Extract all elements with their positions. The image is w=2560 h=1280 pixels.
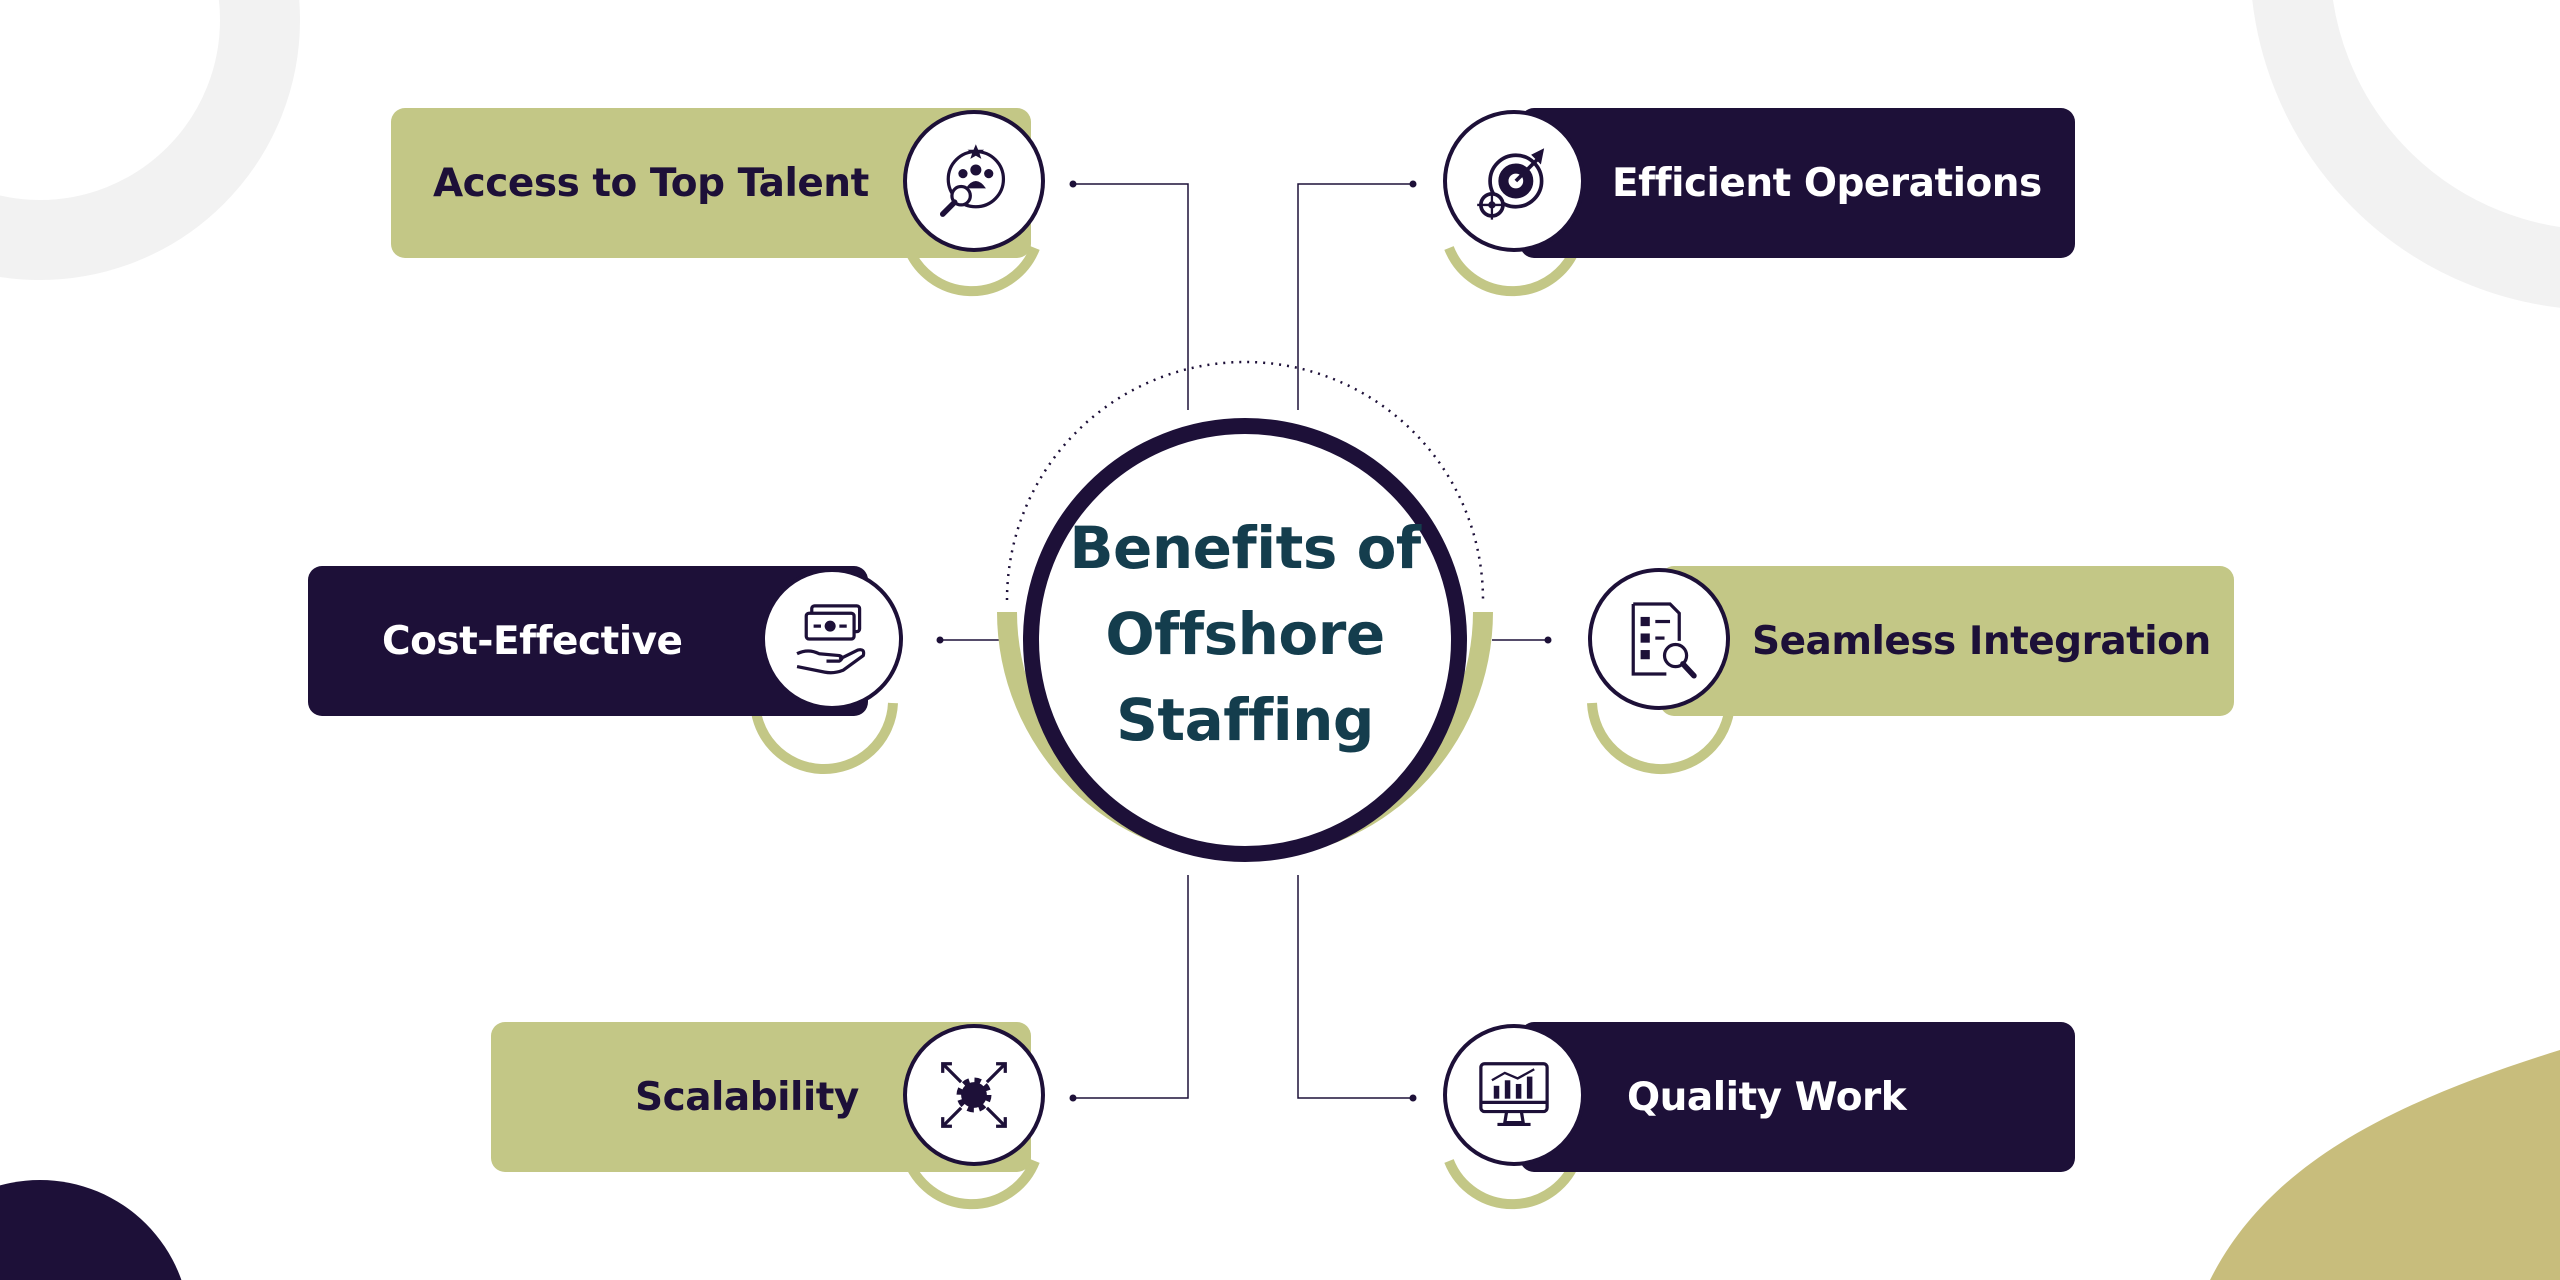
benefit-pill-seamless-integration: Seamless Integration bbox=[1660, 566, 2234, 716]
talent-search-icon-badge bbox=[903, 110, 1045, 252]
money-hand-icon bbox=[796, 604, 866, 675]
corner-arc-top-left bbox=[0, 0, 300, 280]
benefit-label: Quality Work bbox=[1627, 1074, 1907, 1120]
benefit-label: Seamless Integration bbox=[1752, 618, 2211, 664]
target-icon-badge bbox=[1443, 110, 1585, 252]
badge-accent-arcs bbox=[749, 242, 1736, 1210]
corner-blob-bottom-right bbox=[2210, 1050, 2560, 1280]
benefit-label: Cost-Effective bbox=[382, 618, 683, 664]
connector-dots bbox=[936, 180, 1552, 1102]
monitor-chart-icon bbox=[1479, 1062, 1549, 1127]
corner-blob-bottom-left bbox=[0, 1180, 182, 1280]
checklist-search-icon-badge bbox=[1588, 568, 1730, 710]
gear-expand-icon-badge bbox=[903, 1024, 1045, 1166]
target-icon bbox=[1477, 148, 1545, 220]
gear-expand-icon bbox=[941, 1062, 1007, 1128]
benefit-label: Access to Top Talent bbox=[433, 160, 869, 206]
checklist-search-icon bbox=[1631, 602, 1697, 679]
benefit-label: Efficient Operations bbox=[1612, 160, 2042, 206]
money-hand-icon-badge bbox=[761, 568, 903, 710]
benefit-pill-efficient-operations: Efficient Operations bbox=[1520, 108, 2075, 258]
monitor-chart-icon-badge bbox=[1443, 1024, 1585, 1166]
hub-title-line-1: Benefits of bbox=[1069, 514, 1421, 582]
connector-lines bbox=[940, 183, 1548, 1099]
hub-title-line-2: Offshore bbox=[1105, 600, 1385, 668]
benefit-label: Scalability bbox=[635, 1074, 859, 1120]
hub-title-line-3: Staffing bbox=[1116, 686, 1374, 754]
corner-arc-top-right bbox=[2252, 0, 2560, 308]
hub-title: Benefits of Offshore Staffing bbox=[1030, 505, 1460, 763]
benefit-pill-quality-work: Quality Work bbox=[1520, 1022, 2075, 1172]
hub-circle bbox=[1023, 418, 1467, 862]
talent-search-icon bbox=[939, 144, 1006, 217]
